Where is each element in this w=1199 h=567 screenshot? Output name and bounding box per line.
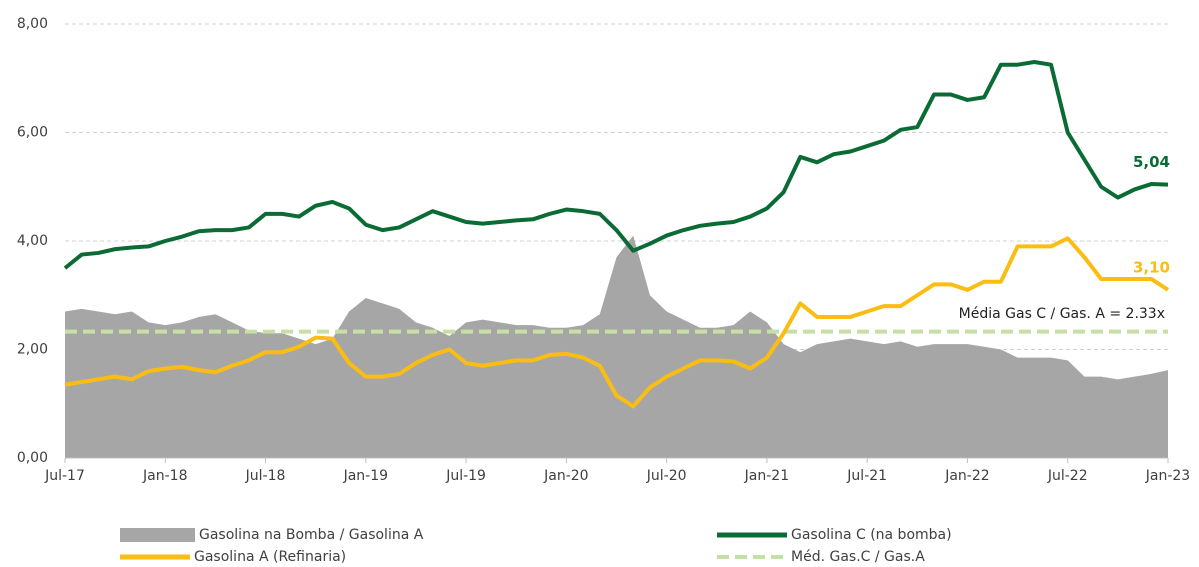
y-tick-label: 6,00	[17, 125, 48, 141]
legend-label: Gasolina A (Refinaria)	[194, 549, 346, 565]
annotation: Média Gas C / Gas. A = 2.33x	[959, 306, 1165, 322]
value-label: 3,10	[1133, 258, 1170, 276]
value-label: 5,04	[1133, 153, 1170, 171]
x-tick-label: Jul-21	[846, 468, 887, 484]
line	[63, 59, 1169, 270]
x-tick-label: Jul-17	[44, 468, 85, 484]
x-tick-label: Jan-23	[1145, 468, 1190, 484]
legend-label: Gasolina na Bomba / Gasolina A	[199, 527, 424, 543]
y-tick-label: 4,00	[17, 233, 48, 249]
legend-swatch	[120, 528, 195, 542]
x-tick-label: Jul-18	[245, 468, 286, 484]
x-tick-label: Jan-18	[142, 468, 187, 484]
area	[65, 235, 1168, 458]
line	[64, 236, 1170, 409]
x-tick-label: Jan-21	[744, 468, 789, 484]
x-tick-label: Jul-20	[646, 468, 687, 484]
x-tick-label: Jan-22	[944, 468, 989, 484]
x-tick-label: Jul-22	[1047, 468, 1088, 484]
y-tick-label: 2,00	[17, 342, 48, 358]
x-tick-label: Jul-19	[445, 468, 486, 484]
legend-label: Méd. Gas.C / Gas.A	[791, 549, 925, 565]
x-tick-label: Jan-19	[343, 468, 388, 484]
legend-label: Gasolina C (na bomba)	[791, 527, 952, 543]
x-tick-label: Jan-20	[543, 468, 588, 484]
y-tick-label: 8,00	[17, 16, 48, 32]
y-tick-label: 0,00	[17, 450, 48, 466]
